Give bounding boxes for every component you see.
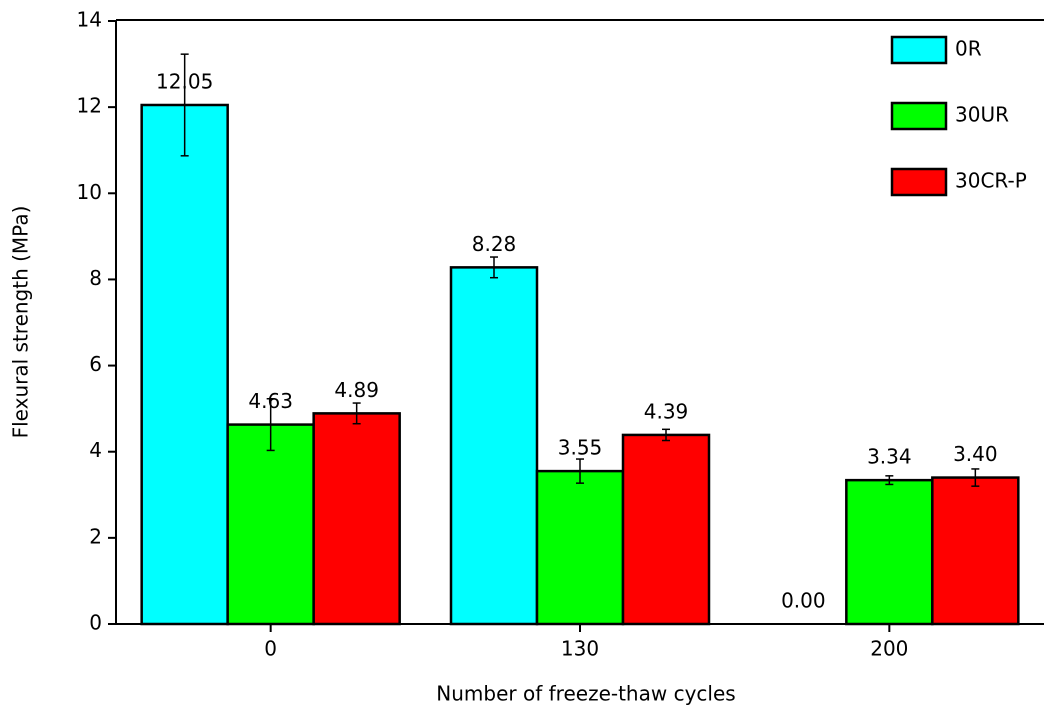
error-bar (266, 397, 275, 452)
y-tick-label: 0 (89, 611, 102, 635)
bar (449, 266, 539, 626)
value-label: 8.28 (472, 232, 517, 256)
value-label: 4.39 (644, 399, 689, 423)
bar (312, 412, 401, 626)
x-tick-label: 0 (264, 637, 277, 661)
x-axis-label: Number of freeze-thaw cycles (436, 682, 735, 706)
legend-swatch (890, 167, 948, 197)
y-axis-label: Flexural strength (MPa) (9, 206, 33, 439)
y-tick-label: 4 (89, 438, 102, 462)
error-bar (180, 53, 189, 157)
error-bar (490, 256, 498, 279)
error-bar (885, 475, 894, 486)
bar (140, 103, 229, 626)
value-label: 0.00 (781, 589, 826, 613)
y-tick-label: 8 (89, 266, 102, 290)
value-label: 4.63 (248, 389, 293, 413)
x-tick-label: 130 (561, 637, 599, 661)
legend-swatch (890, 35, 948, 65)
legend-label: 30CR-P (955, 169, 1027, 193)
legend-label: 0R (955, 37, 982, 61)
error-bar (971, 468, 980, 487)
y-tick-label: 12 (77, 94, 102, 118)
error-bar (576, 458, 584, 484)
legend-swatch (890, 101, 948, 131)
error-bar (662, 428, 670, 442)
x-tick-label: 200 (870, 637, 908, 661)
y-tick-label: 14 (77, 8, 102, 32)
y-tick-label: 6 (89, 352, 102, 376)
bar (535, 469, 625, 626)
value-label: 12.05 (156, 69, 213, 93)
value-label: 3.40 (953, 442, 998, 466)
error-bar (352, 402, 361, 425)
value-label: 4.89 (334, 378, 379, 402)
bar (621, 433, 711, 626)
value-label: 3.55 (558, 436, 603, 460)
bar (845, 478, 934, 626)
y-tick-label: 2 (89, 524, 102, 548)
y-tick-label: 10 (77, 180, 102, 204)
bar (226, 423, 315, 626)
bar (931, 476, 1020, 626)
value-label: 3.34 (867, 445, 912, 469)
legend-label: 30UR (955, 103, 1009, 127)
